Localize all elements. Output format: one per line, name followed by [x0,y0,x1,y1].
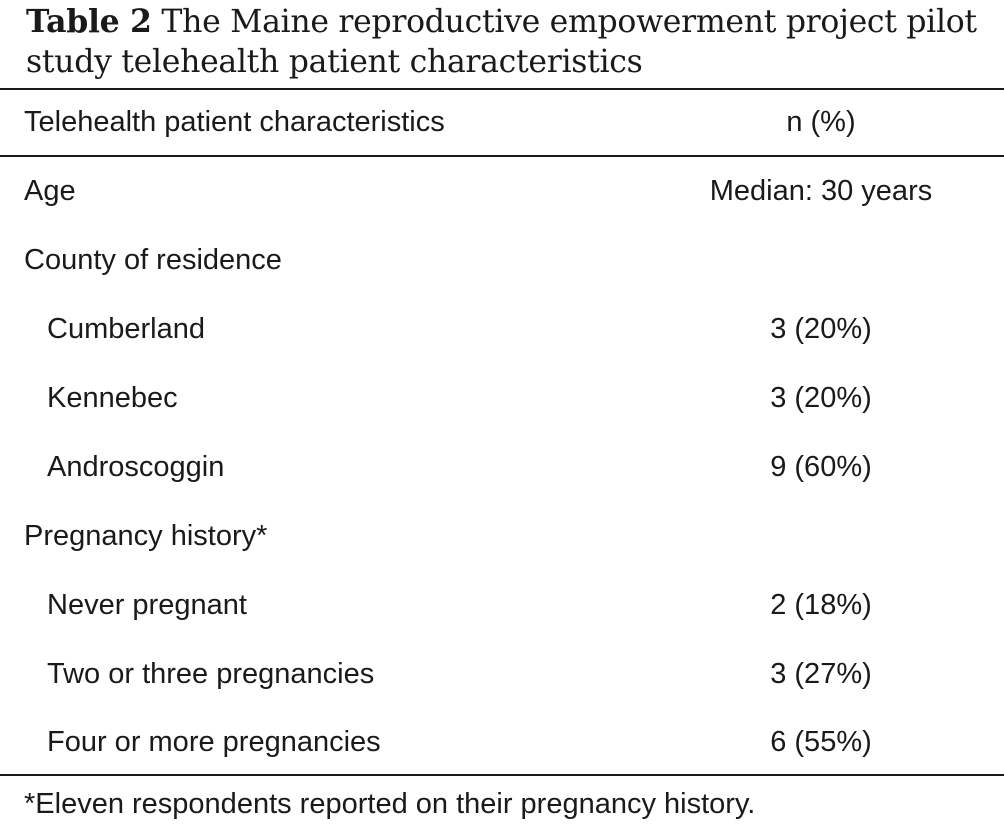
header-rule [0,155,1004,157]
table-footnote: *Eleven respondents reported on their pr… [24,788,756,820]
table-row: Androscoggin 9 (60%) [0,447,1004,487]
row-label: Four or more pregnancies [47,726,381,758]
row-label: Androscoggin [47,451,225,483]
table-row: Age Median: 30 years [0,171,1004,211]
table-number: Table 2 [26,3,152,40]
row-label: Cumberland [47,313,205,345]
row-label: Age [24,175,76,207]
table-row: Two or three pregnancies 3 (27%) [0,654,1004,694]
table-title: The Maine reproductive empowerment proje… [26,4,977,80]
row-value: 6 (55%) [770,726,872,758]
table-row: Cumberland 3 (20%) [0,309,1004,349]
row-label: Pregnancy history* [24,520,268,552]
table-row: County of residence [0,240,1004,280]
header-row: Telehealth patient characteristics n (%) [0,102,1004,142]
table-caption: Table 2 The Maine reproductive empowerme… [26,2,996,82]
row-label: Two or three pregnancies [47,658,375,690]
row-value: 9 (60%) [770,451,872,483]
table-row: Never pregnant 2 (18%) [0,585,1004,625]
row-label: Kennebec [47,382,178,414]
table-row: Pregnancy history* [0,516,1004,556]
row-value: 2 (18%) [770,589,872,621]
row-label: County of residence [24,244,282,276]
table-row: Four or more pregnancies 6 (55%) [0,722,1004,762]
row-value: Median: 30 years [709,175,933,207]
top-rule [0,88,1004,90]
row-label: Never pregnant [47,589,247,621]
row-value: 3 (20%) [770,313,872,345]
bottom-rule [0,774,1004,776]
header-characteristics: Telehealth patient characteristics [24,106,445,138]
row-value: 3 (27%) [770,658,872,690]
row-value: 3 (20%) [770,382,872,414]
header-n-percent: n (%) [786,106,856,138]
table-row: Kennebec 3 (20%) [0,378,1004,418]
